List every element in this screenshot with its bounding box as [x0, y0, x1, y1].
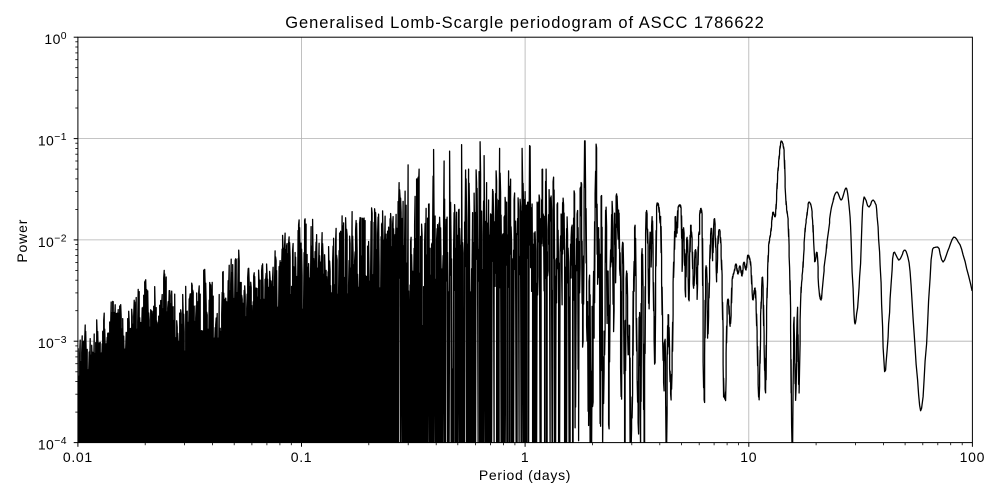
- svg-text:0.1: 0.1: [291, 449, 313, 465]
- svg-text:10: 10: [740, 449, 757, 465]
- svg-text:0.01: 0.01: [63, 449, 93, 465]
- svg-text:100: 100: [960, 449, 985, 465]
- svg-text:Power: Power: [14, 219, 30, 263]
- svg-text:Generalised Lomb-Scargle perio: Generalised Lomb-Scargle periodogram of …: [285, 14, 765, 32]
- svg-text:Period (days): Period (days): [479, 467, 571, 483]
- svg-text:1: 1: [521, 449, 530, 465]
